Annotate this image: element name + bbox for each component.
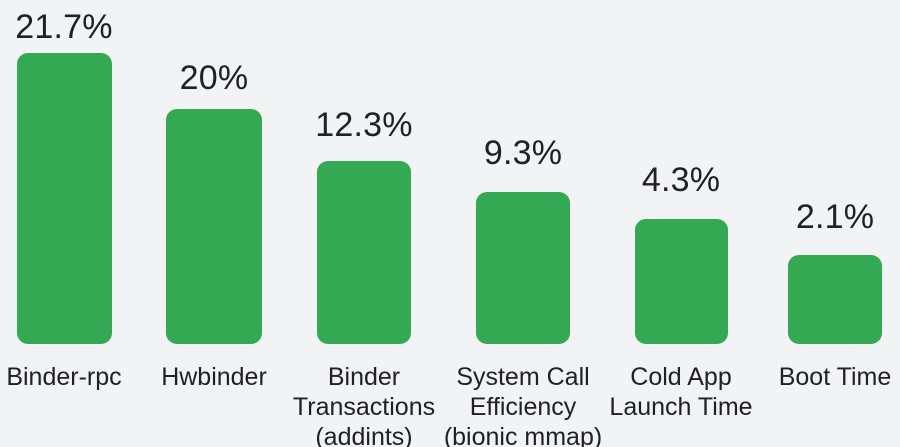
value-label: 12.3%	[315, 106, 413, 144]
value-label: 2.1%	[795, 198, 875, 236]
category-label: System Call Efficiency (bionic mmap)	[443, 363, 603, 447]
category-label: Hwbinder	[161, 363, 267, 391]
bar	[788, 255, 882, 344]
value-label: 4.3%	[641, 161, 721, 199]
bar	[635, 219, 728, 344]
bar	[17, 53, 112, 344]
category-label: Binder Transactions (addints)	[292, 363, 436, 447]
bar	[317, 161, 411, 344]
category-label: Boot Time	[778, 363, 892, 391]
bar	[166, 109, 262, 344]
category-label: Cold App Launch Time	[609, 363, 753, 421]
value-label: 20%	[179, 59, 249, 97]
value-label: 9.3%	[483, 134, 563, 172]
bar	[476, 192, 570, 344]
value-label: 21.7%	[15, 8, 113, 46]
category-label: Binder-rpc	[6, 363, 122, 391]
